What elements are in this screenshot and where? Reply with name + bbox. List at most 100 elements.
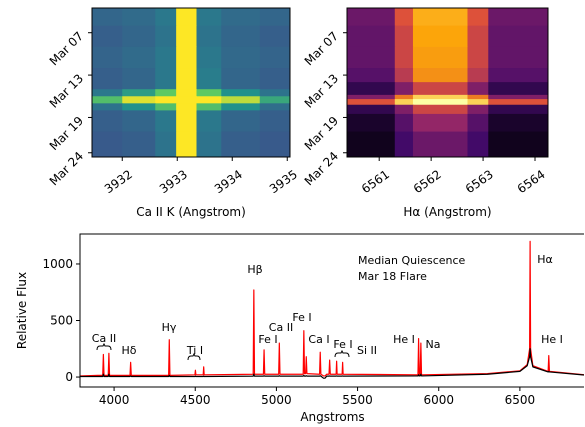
x-tick-label: 4500 <box>180 393 211 407</box>
heatmap <box>92 8 290 157</box>
heat-cell <box>196 25 222 48</box>
heat-cell <box>394 94 414 100</box>
heat-cell <box>196 110 222 133</box>
heat-cell <box>467 104 489 115</box>
heat-cell <box>412 113 468 133</box>
heat-cell <box>488 99 548 106</box>
heat-cell <box>176 89 197 97</box>
heat-cell <box>259 68 290 90</box>
heat-cell <box>394 25 414 48</box>
line-annotation: Fe I <box>292 311 311 324</box>
line-annotation: He I <box>393 333 415 346</box>
heat-cell <box>467 94 489 100</box>
heat-cell <box>196 68 222 90</box>
heat-cell <box>92 68 123 90</box>
heat-cell <box>488 25 548 48</box>
heat-cell <box>467 8 489 27</box>
line-annotation: Ca I <box>308 333 329 346</box>
line-annotation: Na <box>426 338 441 351</box>
heat-cell <box>347 113 396 133</box>
heat-cell <box>467 68 489 83</box>
line-annotation: Ca II <box>92 332 116 345</box>
y-tick-label: 500 <box>50 314 73 328</box>
x-tick-label: 3934 <box>212 167 245 196</box>
heat-cell <box>221 68 261 90</box>
frame <box>79 233 584 388</box>
y-tick-label: Mar 13 <box>302 71 341 110</box>
heat-cell <box>155 110 177 133</box>
heat-cell <box>412 82 468 96</box>
heat-cell <box>394 99 414 106</box>
heat-cell <box>488 8 548 27</box>
heat-cell <box>412 68 468 83</box>
y-tick-label: Mar 07 <box>302 29 341 68</box>
x-tick-label: 6562 <box>411 167 444 196</box>
heat-cell <box>221 25 261 48</box>
spectrum-line <box>80 348 584 379</box>
heat-cell <box>176 103 197 111</box>
y-axis-label: Relative Flux <box>15 272 29 349</box>
heat-cell <box>92 103 123 111</box>
heat-cell <box>92 96 123 104</box>
x-tick-label: 4000 <box>99 393 130 407</box>
heat-cell <box>394 113 414 133</box>
heat-cell <box>467 25 489 48</box>
x-axis-label: Angstroms <box>300 410 364 424</box>
heat-cell <box>347 8 396 27</box>
heat-cell <box>488 82 548 96</box>
plot-area <box>80 240 584 379</box>
line-annotation: Ti I <box>186 344 203 357</box>
heat-cell <box>394 8 414 27</box>
x-tick-label: 6000 <box>423 393 454 407</box>
x-tick-label: 6564 <box>515 167 548 196</box>
heat-cell <box>122 131 156 157</box>
frame <box>91 7 291 158</box>
heat-cell <box>259 46 290 69</box>
heat-cell <box>155 89 177 97</box>
heat-cell <box>92 8 123 27</box>
heat-cell <box>196 89 222 97</box>
heat-cell <box>176 131 197 157</box>
heat-cell <box>155 25 177 48</box>
y-tick-label: Mar 24 <box>47 149 86 188</box>
x-tick-label: 3933 <box>157 167 190 196</box>
heat-cell <box>221 89 261 97</box>
heat-cell <box>467 99 489 106</box>
heat-cell <box>347 82 396 96</box>
x-tick-label: 5500 <box>342 393 373 407</box>
heat-cell <box>221 103 261 111</box>
heat-cell <box>122 89 156 97</box>
heat-cell <box>176 68 197 90</box>
brace <box>96 342 112 351</box>
heat-cell <box>196 103 222 111</box>
heat-cell <box>347 46 396 69</box>
heat-cell <box>259 103 290 111</box>
heat-cell <box>196 96 222 104</box>
heat-cell <box>412 25 468 48</box>
heat-cell <box>122 96 156 104</box>
x-axis-label: Ca II K (Angstrom) <box>136 205 246 219</box>
heat-cell <box>412 99 468 106</box>
brace <box>187 352 201 361</box>
heat-cell <box>221 8 261 27</box>
heat-cell <box>221 131 261 157</box>
line-annotation: Hβ <box>247 263 262 276</box>
heat-cell <box>488 46 548 69</box>
heat-cell <box>467 46 489 69</box>
line-annotation: Ca II <box>269 321 293 334</box>
heat-cell <box>92 110 123 133</box>
heat-cell <box>122 110 156 133</box>
heat-cell <box>221 46 261 69</box>
heat-cell <box>196 8 222 27</box>
heat-cell <box>394 46 414 69</box>
heat-cell <box>122 68 156 90</box>
x-tick-label: 3935 <box>267 167 300 196</box>
heat-cell <box>92 89 123 97</box>
heat-cell <box>176 110 197 133</box>
heat-cell <box>259 110 290 133</box>
heat-cell <box>488 104 548 115</box>
heat-cell <box>176 25 197 48</box>
heat-cell <box>92 131 123 157</box>
